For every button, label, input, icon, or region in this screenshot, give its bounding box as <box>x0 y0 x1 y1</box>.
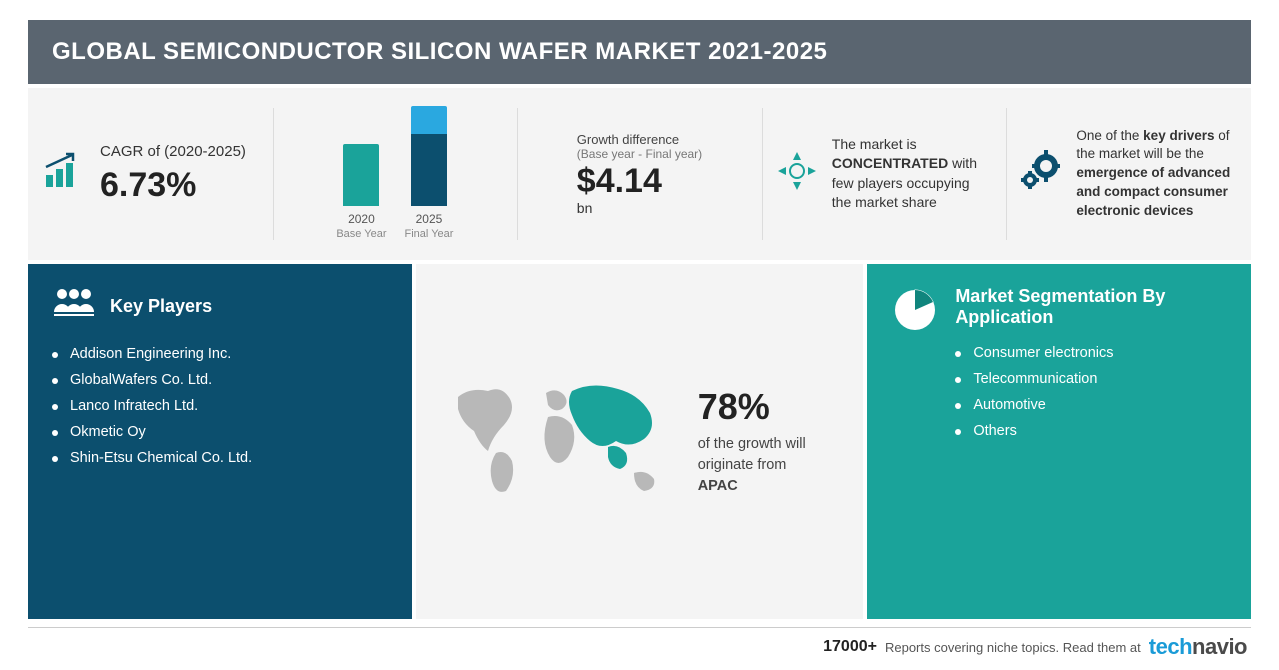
pie-chart-icon <box>891 286 939 597</box>
key-players-list: Addison Engineering Inc.GlobalWafers Co.… <box>52 341 388 471</box>
growth-bars-panel: 2020Base Year 2025Final Year <box>273 88 518 260</box>
technavio-logo: technavio <box>1149 634 1247 660</box>
world-map-icon <box>440 369 680 514</box>
list-item: Lanco Infratech Ltd. <box>52 393 388 419</box>
growth-diff-label: Growth difference <box>577 132 702 147</box>
list-item: Others <box>955 418 1227 444</box>
cagr-value: 6.73% <box>100 166 246 205</box>
region-text: of the growth will originate from APAC <box>698 434 840 497</box>
list-item: Okmetic Oy <box>52 419 388 445</box>
metrics-row: CAGR of (2020-2025) 6.73% 2020Base Year2… <box>28 88 1251 260</box>
concentration-icon <box>776 150 818 197</box>
concentration-panel: The market is CONCENTRATED with few play… <box>762 88 1007 260</box>
key-players-title: Key Players <box>110 296 212 317</box>
concentration-text: The market is CONCENTRATED with few play… <box>832 135 993 213</box>
driver-panel: One of the key drivers of the market wil… <box>1006 88 1251 260</box>
list-item: Addison Engineering Inc. <box>52 341 388 367</box>
footer-count: 17000+ <box>823 638 877 656</box>
growth-diff-panel: Growth difference (Base year - Final yea… <box>517 88 762 260</box>
driver-text: One of the key drivers of the market wil… <box>1076 127 1237 221</box>
bar-2020: 2020Base Year <box>336 144 386 242</box>
region-panel: 78% of the growth will originate from AP… <box>416 264 864 619</box>
region-pct: 78% <box>698 386 840 428</box>
segmentation-list: Consumer electronicsTelecommunicationAut… <box>955 340 1227 444</box>
list-item: Telecommunication <box>955 366 1227 392</box>
list-item: Shin-Etsu Chemical Co. Ltd. <box>52 445 388 471</box>
bottom-row: Key Players Addison Engineering Inc.Glob… <box>28 264 1251 619</box>
segmentation-panel: Market Segmentation By Application Consu… <box>867 264 1251 619</box>
bar-2025: 2025Final Year <box>405 106 454 242</box>
footer-text: Reports covering niche topics. Read them… <box>885 640 1141 655</box>
list-item: Automotive <box>955 392 1227 418</box>
gear-icon <box>1020 150 1062 197</box>
key-players-panel: Key Players Addison Engineering Inc.Glob… <box>28 264 412 619</box>
segmentation-title: Market Segmentation By Application <box>955 286 1227 328</box>
bar-chart-icon <box>42 149 86 198</box>
cagr-panel: CAGR of (2020-2025) 6.73% <box>28 88 273 260</box>
footer: 17000+ Reports covering niche topics. Re… <box>28 627 1251 660</box>
cagr-label: CAGR of (2020-2025) <box>100 143 246 160</box>
growth-diff-sublabel: (Base year - Final year) <box>577 147 702 161</box>
growth-diff-unit: bn <box>577 200 702 216</box>
people-icon <box>52 286 96 327</box>
growth-diff-value: $4.14 <box>577 163 702 200</box>
page-title: GLOBAL SEMICONDUCTOR SILICON WAFER MARKE… <box>28 20 1251 84</box>
list-item: Consumer electronics <box>955 340 1227 366</box>
list-item: GlobalWafers Co. Ltd. <box>52 367 388 393</box>
